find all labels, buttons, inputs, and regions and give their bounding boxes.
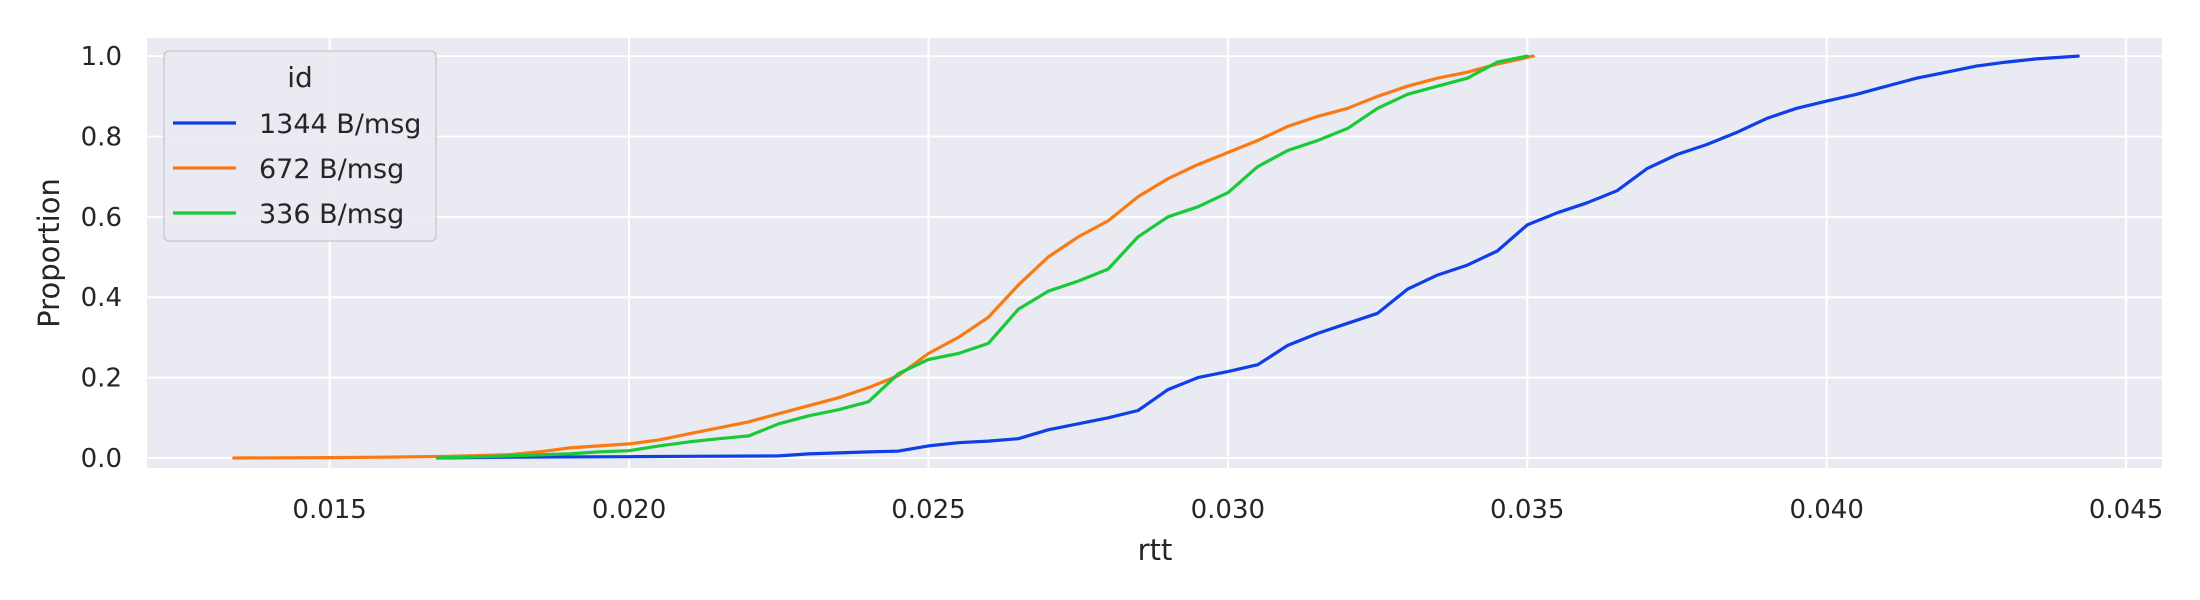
y-tick-label: 0.6 [81, 203, 122, 233]
series-line-1 [232, 54, 1535, 460]
legend-label-1: 672 B/msg [259, 154, 404, 185]
y-tick-label: 0.2 [81, 364, 122, 394]
x-tick-label: 0.035 [1490, 495, 1564, 525]
y-tick-label: 0.8 [81, 122, 122, 152]
x-tick-label: 0.025 [891, 495, 965, 525]
plot-background [147, 38, 2162, 468]
x-tick-label: 0.030 [1191, 495, 1265, 525]
legend-label-2: 336 B/msg [259, 199, 404, 230]
x-tick-labels: 0.015 0.020 0.025 0.030 0.035 0.040 0.045 [292, 495, 2163, 525]
legend: id 1344 B/msg 672 B/msg 336 B/msg [163, 50, 437, 242]
legend-title: id [287, 61, 313, 94]
grid-lines [147, 38, 2162, 468]
y-tick-label: 0.4 [81, 283, 122, 313]
y-axis-label: Proportion [32, 178, 66, 328]
series-line-2 [435, 54, 1529, 460]
series-line-0 [435, 54, 2080, 460]
legend-box [163, 50, 437, 242]
x-axis-label: rtt [1138, 533, 1173, 567]
y-tick-label: 0.0 [81, 444, 122, 474]
x-tick-label: 0.045 [2089, 495, 2163, 525]
x-tick-label: 0.015 [292, 495, 366, 525]
series-lines [232, 54, 2080, 460]
x-tick-label: 0.040 [1789, 495, 1863, 525]
x-tick-label: 0.020 [592, 495, 666, 525]
y-tick-label: 1.0 [81, 42, 122, 72]
y-tick-labels: 0.0 0.2 0.4 0.6 0.8 1.0 [81, 42, 122, 474]
legend-label-0: 1344 B/msg [259, 109, 421, 140]
